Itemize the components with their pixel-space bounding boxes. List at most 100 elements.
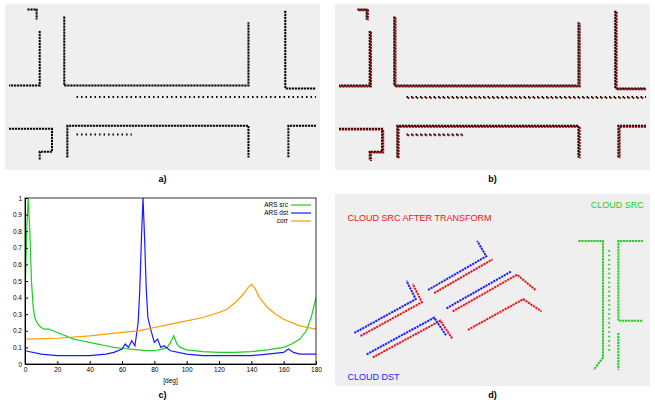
cloud-label: CLOUD DST [348,372,401,382]
series-line [25,284,316,339]
series-line [25,198,316,352]
cloud-points [9,9,316,160]
tick-mark [25,314,28,315]
cloud-wall [9,31,40,86]
cloud-wall [285,11,316,89]
tick-mark [25,347,28,348]
cloud-wall [446,272,510,309]
tick-label: 0.7 [13,244,22,251]
axis-line [26,364,317,365]
cloud-wall [468,299,542,330]
tick: 20 [54,361,62,373]
tick-mark [25,231,28,232]
tick-mark [25,198,28,199]
tick-mark [284,361,285,364]
cloud-label: CLOUD SRC AFTER TRANSFORM [348,213,492,223]
legend-swatch [291,204,311,205]
tick-mark [25,331,28,332]
tick: 0.9 [13,211,28,218]
figure: a)b)02040608010012014016018000.10.20.30.… [0,0,655,415]
tick-label: 0.3 [13,311,22,318]
tick-label: 0.2 [13,327,22,334]
tick: 100 [182,361,193,373]
tick-label: 0.9 [13,211,22,218]
tick-label: 100 [182,366,193,373]
tick-label: 0 [18,361,22,368]
tick: 1 [18,195,28,202]
x-axis-title: [deg] [163,377,178,385]
tick: 160 [279,361,290,373]
map-panel: CLOUD SRC AFTER TRANSFORMCLOUD SRCCLOUD … [335,194,650,386]
cloud-wall [64,17,248,86]
tick: 0.8 [13,228,28,235]
cloud-wall [617,333,619,370]
cloud-wall [354,281,415,333]
tick-label: 20 [54,366,62,373]
tick-label: 120 [214,366,225,373]
tick: 0.1 [13,344,28,351]
cloud-wall [407,96,646,98]
tick-mark [90,361,91,364]
cloud-wall [397,126,578,158]
cloud-wall [608,250,610,351]
tick-label: 180 [311,366,322,373]
tick-label: 0.6 [13,261,22,268]
tick: 0.7 [13,244,28,251]
cloud-wall [408,97,646,99]
map-panel [335,4,650,170]
tick-label: 0.4 [13,294,22,301]
tick-mark [251,361,252,364]
plot-frame [25,198,316,364]
tick: 140 [246,361,257,373]
map-background [335,194,650,386]
legend-swatch [291,212,311,213]
tick: 0.6 [13,261,28,268]
chart-panel: 02040608010012014016018000.10.20.30.40.5… [13,195,322,385]
tick-label: 0 [24,366,28,373]
cloud-wall [339,130,383,162]
tick: 120 [214,361,225,373]
map-panel [5,4,320,170]
tick-label: 60 [119,366,127,373]
cloud-wall [428,241,486,290]
cloud-points [339,9,646,161]
cloud-points [354,241,643,370]
legend-swatch [291,220,311,221]
series-lines [25,198,316,356]
series-line [25,198,316,356]
cloud-wall [339,31,370,86]
cloud-wall [578,241,603,370]
panel-label: c) [158,390,166,400]
tick: 60 [119,361,127,373]
cloud-wall [288,126,316,158]
cloud-wall [618,126,646,158]
panel-label: d) [488,390,497,400]
tick-mark [25,281,28,282]
legend-label: corr [277,217,289,224]
tick: 80 [151,361,159,373]
y-axis: 00.10.20.30.40.50.60.70.80.91 [13,195,28,368]
panel-label: a) [158,174,166,184]
cloud-wall [77,96,316,98]
cloud-wall [9,129,52,161]
cloud-wall [339,129,382,161]
cloud-wall [395,17,579,86]
tick-mark [25,298,28,299]
cloud-wall [399,127,580,159]
tick-label: 80 [151,366,159,373]
tick-label: 1 [18,195,22,202]
tick-mark [219,361,220,364]
cloud-wall [618,241,643,321]
map-background [5,4,320,170]
x-axis: 0 20 40 60 80 100 120 140 160 180 [24,361,323,373]
tick-mark [316,361,317,364]
cloud-wall [615,11,646,89]
tick: 40 [87,361,95,373]
tick-mark [57,361,58,364]
cloud-wall [27,9,36,19]
tick-mark [122,361,123,364]
tick-label: 0.8 [13,228,22,235]
tick-mark [25,215,28,216]
map-background [335,4,650,170]
legend-label: ARS src [264,201,289,208]
